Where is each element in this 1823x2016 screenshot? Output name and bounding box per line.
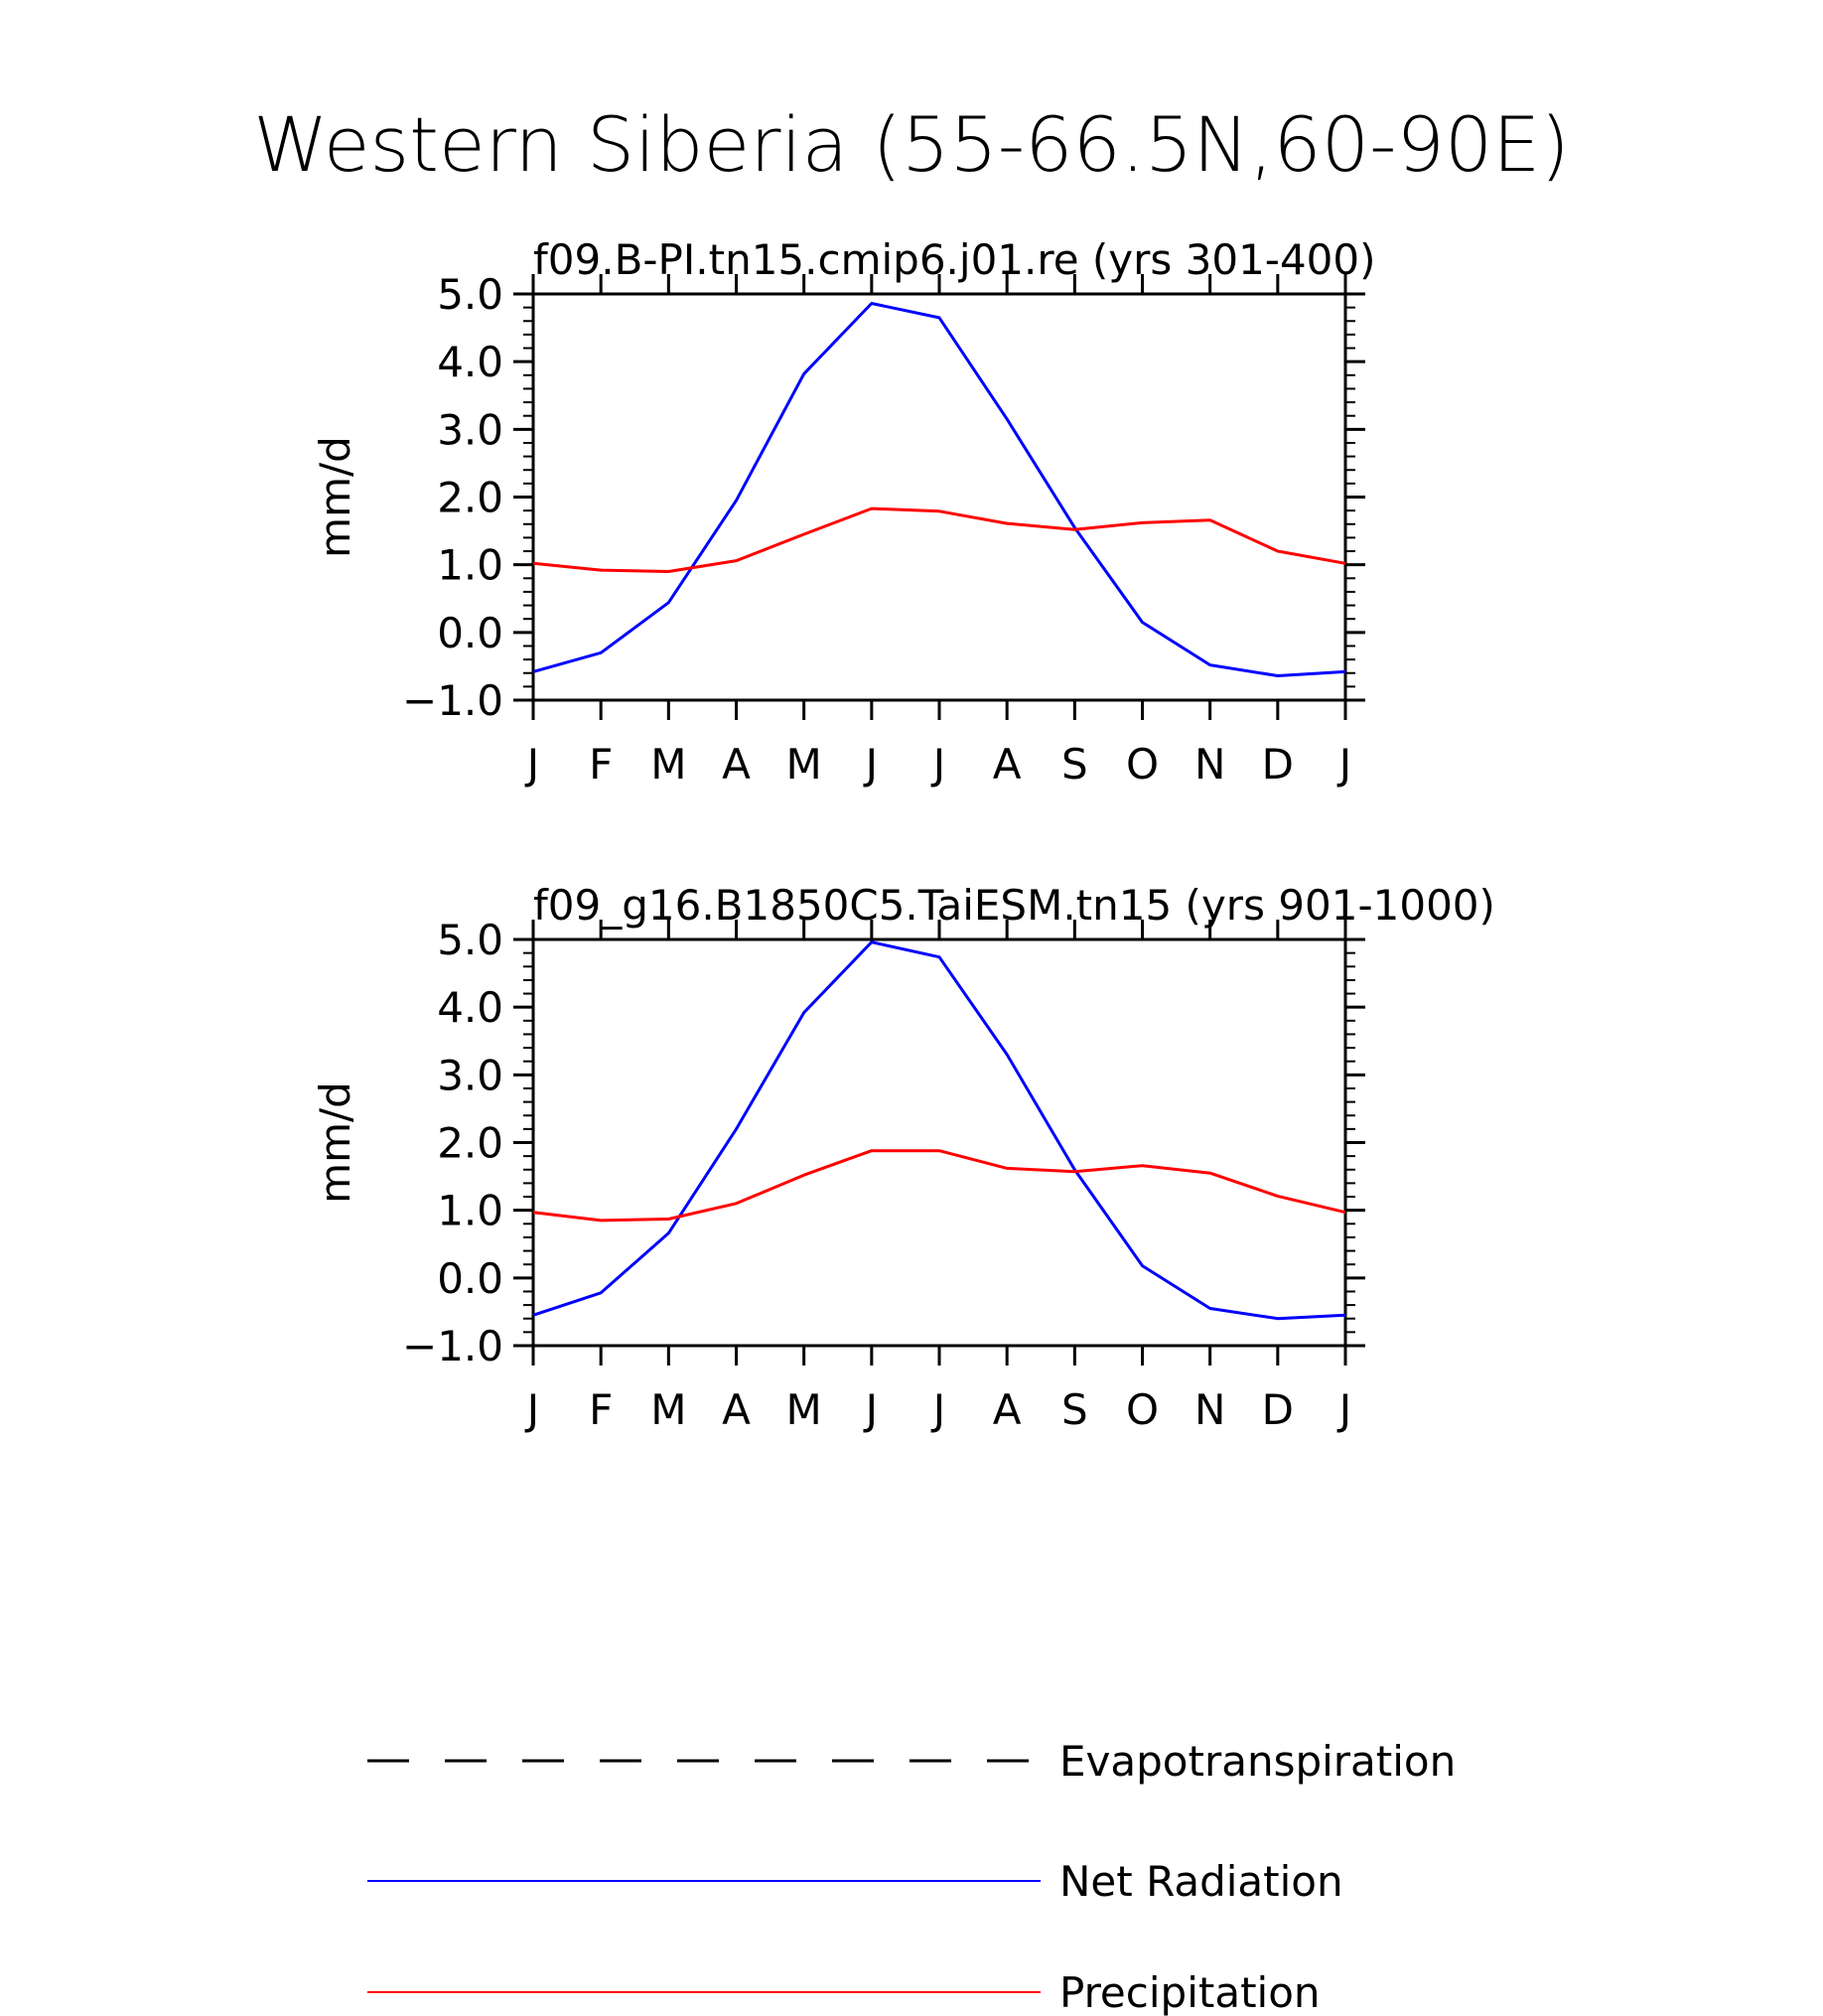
- y-tick-label: 5.0: [437, 270, 503, 319]
- y-tick-label: 4.0: [437, 983, 503, 1032]
- y-tick-label: 4.0: [437, 338, 503, 386]
- x-tick-label: S: [1061, 740, 1088, 789]
- chart-panels: f09.B-PI.tn15.cmip6.j01.re (yrs 301-400)…: [311, 235, 1495, 1434]
- y-tick-label: 3.0: [437, 1051, 503, 1099]
- legend-label: Net Radiation: [1059, 1857, 1343, 1906]
- x-tick-label: A: [993, 740, 1022, 789]
- y-tick-label: 5.0: [437, 916, 503, 964]
- legend: Evapotranspiration Net Radiation Precipita…: [367, 1737, 1456, 2016]
- series-line-net-radiation: [532, 302, 1346, 677]
- plot-frame: [531, 937, 1347, 1348]
- x-tick-label: S: [1061, 1385, 1088, 1434]
- x-tick-label: M: [786, 740, 822, 789]
- panel-title: f09.B-PI.tn15.cmip6.j01.re (yrs 301-400): [533, 235, 1376, 284]
- x-tick-label: J: [930, 1385, 945, 1434]
- x-tick-label: A: [722, 740, 751, 789]
- y-tick-label: 0.0: [437, 609, 503, 657]
- x-tick-label: A: [993, 1385, 1022, 1434]
- x-tick-label: M: [650, 740, 686, 789]
- legend-label: Evapotranspiration: [1059, 1737, 1456, 1786]
- plot-frame: [531, 292, 1347, 702]
- x-tick-label: J: [863, 740, 878, 789]
- series-line-precipitation: [532, 506, 1346, 573]
- x-tick-label: O: [1126, 1385, 1159, 1434]
- x-tick-label: J: [524, 1385, 539, 1434]
- x-tick-label: J: [1336, 1385, 1351, 1434]
- x-tick-label: O: [1126, 740, 1159, 789]
- y-tick-label: 2.0: [437, 474, 503, 522]
- y-tick-label: −1.0: [402, 676, 503, 725]
- x-tick-label: A: [722, 1385, 751, 1434]
- x-tick-label: N: [1194, 1385, 1225, 1434]
- legend-label: Precipitation: [1059, 1968, 1321, 2016]
- x-tick-label: M: [650, 1385, 686, 1434]
- series-line-net-radiation: [532, 940, 1346, 1321]
- y-axis-label: mm/d: [311, 1081, 359, 1204]
- figure-title: Western Siberia (55-66.5N,60-90E): [253, 100, 1570, 189]
- chart-panel-1: f09.B-PI.tn15.cmip6.j01.re (yrs 301-400)…: [311, 235, 1376, 789]
- x-tick-label: D: [1262, 740, 1294, 789]
- panel-title: f09_g16.B1850C5.TaiESM.tn15 (yrs 901-100…: [533, 881, 1495, 930]
- y-tick-label: 2.0: [437, 1119, 503, 1168]
- x-tick-label: D: [1262, 1385, 1294, 1434]
- y-tick-label: 0.0: [437, 1254, 503, 1303]
- chart-panel-2: f09_g16.B1850C5.TaiESM.tn15 (yrs 901-100…: [311, 881, 1495, 1434]
- y-axis-label: mm/d: [311, 436, 359, 558]
- y-tick-label: 1.0: [437, 1187, 503, 1235]
- x-tick-label: J: [930, 740, 945, 789]
- x-tick-label: N: [1194, 740, 1225, 789]
- series-line-precipitation: [532, 1149, 1346, 1223]
- x-tick-label: F: [589, 1385, 613, 1434]
- x-tick-label: M: [786, 1385, 822, 1434]
- y-tick-label: 3.0: [437, 405, 503, 454]
- x-tick-label: F: [589, 740, 613, 789]
- x-tick-label: J: [863, 1385, 878, 1434]
- x-tick-label: J: [1336, 740, 1351, 789]
- y-tick-label: 1.0: [437, 541, 503, 590]
- y-tick-label: −1.0: [402, 1322, 503, 1370]
- x-tick-label: J: [524, 740, 539, 789]
